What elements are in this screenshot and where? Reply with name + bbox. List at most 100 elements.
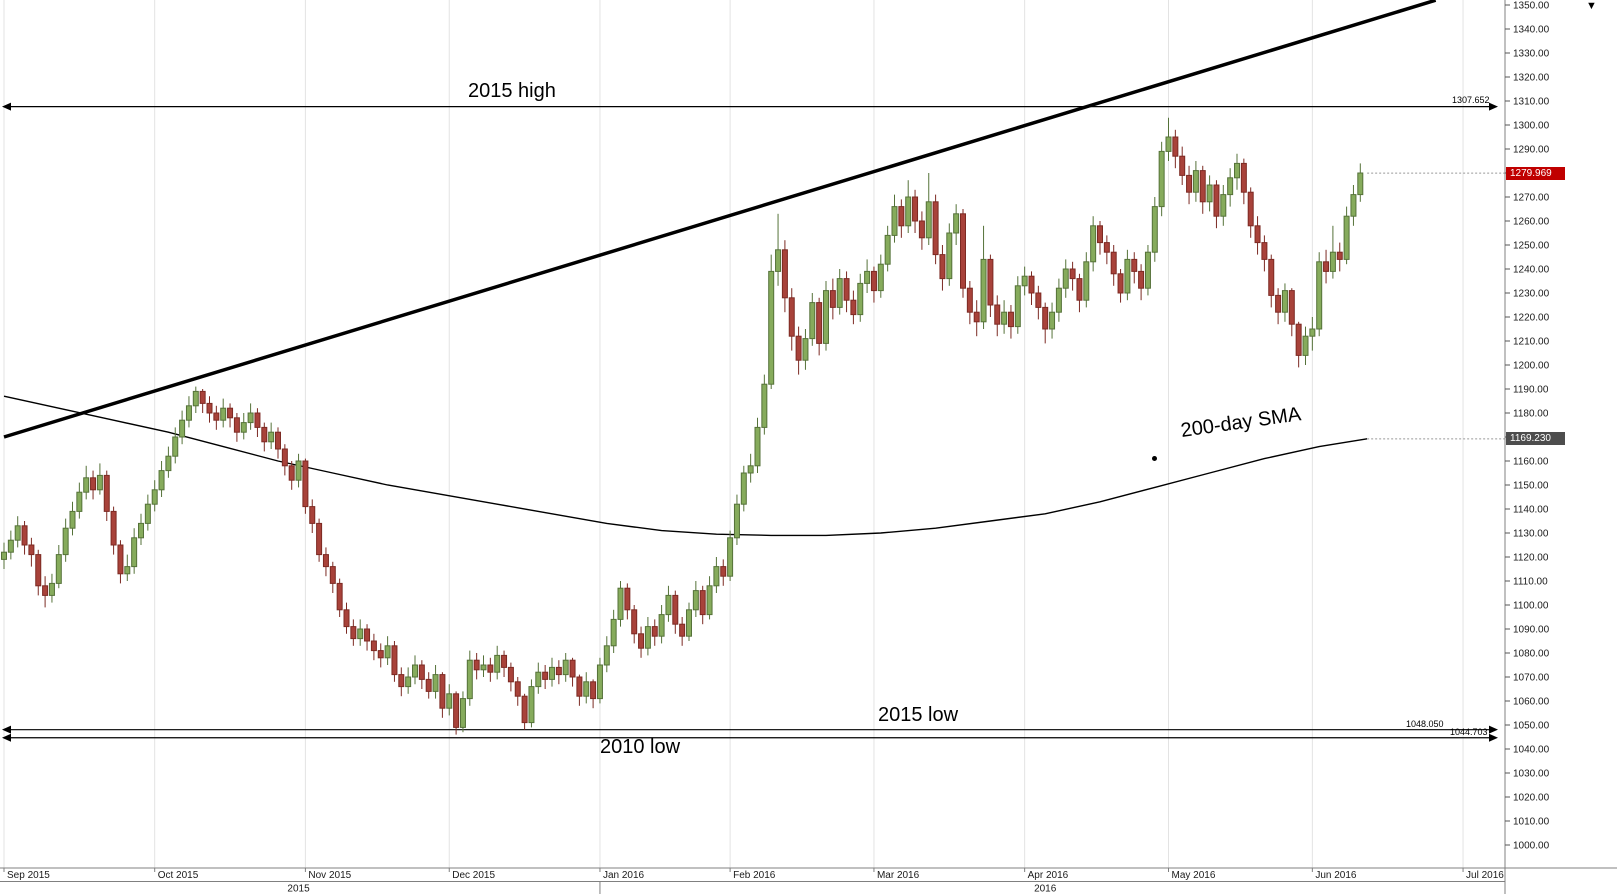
candle-down bbox=[788, 297, 795, 337]
candle-up bbox=[686, 609, 692, 637]
candle-up bbox=[1083, 261, 1090, 301]
candle-down bbox=[90, 477, 97, 491]
candle-down bbox=[329, 566, 336, 584]
candle-down bbox=[576, 676, 583, 697]
candle-up bbox=[405, 676, 412, 688]
candle-down bbox=[555, 666, 562, 676]
candle-down bbox=[507, 666, 514, 683]
candle-up bbox=[733, 503, 740, 539]
arrow-left-icon bbox=[2, 102, 11, 111]
candle-up bbox=[535, 671, 542, 688]
candle-up bbox=[603, 645, 610, 666]
candle-up bbox=[62, 527, 69, 556]
candle-down bbox=[514, 681, 521, 697]
candle-down bbox=[1028, 275, 1035, 294]
candle-down bbox=[377, 650, 384, 659]
candle-down bbox=[850, 299, 857, 316]
candle-up bbox=[459, 698, 466, 728]
candle-up bbox=[412, 664, 418, 678]
candle-down bbox=[932, 201, 939, 256]
candle-up bbox=[1165, 136, 1172, 152]
candle-down bbox=[1076, 278, 1083, 301]
candle-down bbox=[1323, 261, 1330, 272]
candle-up bbox=[727, 537, 734, 577]
candle-down bbox=[1131, 258, 1138, 272]
level-value-2010-low: 1044.703 bbox=[1450, 727, 1488, 737]
month-label: May 2016 bbox=[1172, 870, 1216, 881]
candle-down bbox=[918, 220, 925, 239]
price-tick-label: 1010.00 bbox=[1513, 817, 1550, 828]
scroll-down-arrow-icon[interactable]: ▼ bbox=[1586, 0, 1597, 12]
candle-down bbox=[343, 609, 350, 628]
candle-down bbox=[1097, 225, 1103, 244]
candle-up bbox=[466, 659, 473, 700]
candle-down bbox=[1179, 155, 1186, 176]
arrow-right-icon bbox=[1489, 102, 1498, 111]
price-tick-label: 1120.00 bbox=[1513, 553, 1549, 564]
candle-down bbox=[1268, 258, 1275, 296]
candle-up bbox=[83, 477, 90, 493]
candle-up bbox=[1021, 275, 1028, 287]
candle-down bbox=[966, 287, 973, 313]
price-tick-label: 1030.00 bbox=[1513, 769, 1550, 780]
candle-up bbox=[1343, 215, 1350, 260]
candle-down bbox=[418, 664, 425, 680]
candle-up bbox=[980, 258, 987, 323]
candle-down bbox=[912, 196, 919, 222]
annotation-2015-high: 2015 high bbox=[468, 80, 556, 102]
candle-up bbox=[528, 686, 535, 724]
candle-up bbox=[494, 654, 501, 673]
candle-up bbox=[665, 594, 672, 616]
candle-up bbox=[446, 693, 453, 709]
candle-down bbox=[254, 412, 261, 428]
sma-line[interactable] bbox=[3, 395, 1368, 537]
month-label: Mar 2016 bbox=[877, 870, 920, 881]
candle-down bbox=[960, 213, 966, 289]
price-tick-label: 1220.00 bbox=[1513, 313, 1550, 324]
candle-up bbox=[1234, 162, 1240, 179]
candle-down bbox=[35, 554, 42, 587]
candle-up bbox=[172, 436, 179, 457]
candle-up bbox=[1281, 290, 1288, 313]
candle-up bbox=[857, 282, 864, 316]
candle-down bbox=[624, 587, 631, 611]
candle-down bbox=[501, 654, 508, 668]
candle-up bbox=[1158, 150, 1165, 208]
candle-down bbox=[1336, 251, 1343, 260]
candle-down bbox=[816, 302, 823, 344]
candle-up bbox=[1302, 335, 1309, 356]
trendline[interactable] bbox=[3, 0, 1437, 439]
price-tick-label: 1050.00 bbox=[1513, 721, 1550, 732]
candle-up bbox=[220, 407, 227, 421]
candle-up bbox=[1192, 170, 1199, 193]
candle-down bbox=[275, 431, 281, 450]
candle-up bbox=[549, 666, 555, 680]
candle-up bbox=[480, 664, 487, 671]
price-tick-label: 1100.00 bbox=[1513, 601, 1549, 612]
price-tick-label: 1020.00 bbox=[1513, 793, 1550, 804]
price-tick-label: 1160.00 bbox=[1513, 457, 1549, 468]
candle-up bbox=[138, 522, 144, 539]
candle-up bbox=[1316, 261, 1323, 330]
candle-up bbox=[1062, 268, 1069, 289]
level-value-2015-low: 1048.050 bbox=[1406, 719, 1444, 729]
candle-up bbox=[617, 587, 624, 620]
candle-down bbox=[651, 626, 658, 637]
candle-up bbox=[706, 585, 713, 616]
candle-down bbox=[302, 460, 309, 508]
candle-down bbox=[569, 659, 576, 678]
month-label: Feb 2016 bbox=[733, 870, 776, 881]
price-tick-label: 1140.00 bbox=[1513, 505, 1549, 516]
annotation-2015-low: 2015 low bbox=[878, 704, 959, 726]
candle-up bbox=[713, 566, 720, 587]
sma-marker-dot bbox=[1152, 456, 1157, 461]
candle-up bbox=[124, 566, 131, 575]
candle-down bbox=[1254, 225, 1261, 244]
candle-down bbox=[425, 678, 432, 692]
level-value-2015-high: 1307.652 bbox=[1452, 95, 1490, 105]
candle-down bbox=[1295, 323, 1302, 356]
price-tick-label: 1090.00 bbox=[1513, 625, 1550, 636]
candle-up bbox=[864, 270, 871, 284]
candle-up bbox=[905, 196, 912, 227]
